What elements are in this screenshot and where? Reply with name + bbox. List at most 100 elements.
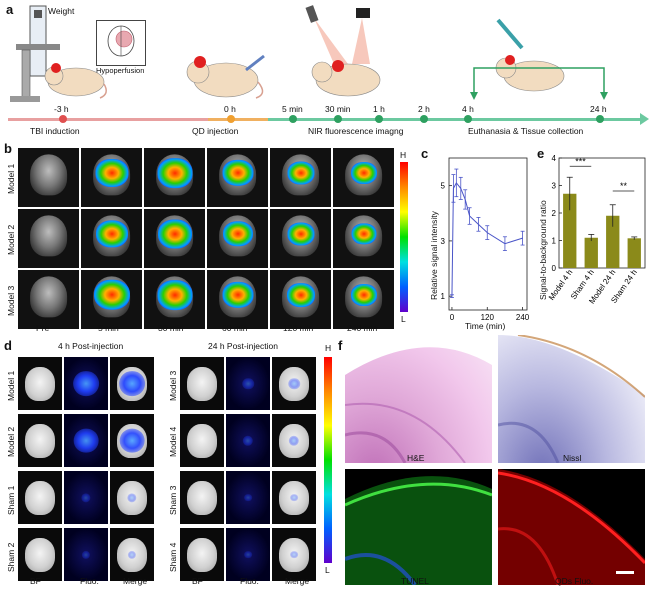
imaging-cell [144,148,205,207]
skull-diagram-icon [107,25,135,57]
fluorescence-signal [81,492,91,503]
fluorescence-signal [119,428,145,453]
imaging-cell [333,209,394,268]
stage-label: NIR fluorescence imagng [308,126,404,136]
fluorescence-signal [242,435,254,446]
ex-vivo-cell [64,357,108,410]
column-label: 120 min [283,323,314,333]
fluorescence-signal [350,283,377,306]
mouse-head [29,276,68,318]
timeline-dot [334,115,342,123]
fluorescence-signal [119,370,145,397]
column-label: Merge [285,576,310,586]
timeline-dot [227,115,235,123]
fluorescence-signal [350,161,377,184]
panel-label-a: a [6,2,14,17]
colorbar [400,162,408,312]
panel-d: d 4 h Post-injection 24 h Post-injection… [0,335,335,590]
fluorescence-signal [222,159,253,186]
imaging-cell [207,148,268,207]
x-tick-label: 0 [450,313,455,322]
panel-e: e 0 1 2 3 4 Model 4 h Sham 4 h Model 24 h Sham 2… [535,140,650,335]
timeline-dot [420,115,428,123]
y-tick-label: 3 [552,182,557,191]
fluorescence-signal [95,158,128,187]
timeline-bar [8,118,644,121]
ex-vivo-cell [272,471,316,524]
fluorescence-signal [288,377,300,390]
bar [627,238,641,268]
fluorescence-signal [222,281,253,308]
fluorescence-signal [244,550,252,559]
timeline-dot [375,115,383,123]
imaging-cell [270,270,331,329]
stage-label: Euthanasia & Tissue collection [468,126,584,136]
rat-qd-injection-icon [186,54,265,99]
imaging-cell [18,209,79,268]
fluorescence-signal [73,428,99,453]
row-label: Model 3 [168,370,178,401]
panel-label-b: b [4,141,12,156]
fluorescence-signal [351,223,376,245]
ex-vivo-cell [110,414,154,467]
brain-tissue [25,366,55,401]
brain-tissue [25,423,55,458]
colorbar-high-label: H [400,150,407,160]
rat-nir-imaging-icon [305,5,381,97]
x-tick-label: 240 [516,313,530,322]
he-tissue-contour [345,335,492,463]
y-tick-label: 1 [441,292,446,301]
hypoperfusion-label: Hypoperfusion [96,66,145,75]
bar [584,237,598,268]
imaging-cell [333,148,394,207]
brain-tissue [187,366,217,401]
imaging-cell [144,209,205,268]
brain-tissue [187,480,217,515]
scale-bar [616,571,634,574]
mouse-head [29,215,68,257]
imaging-cell [207,270,268,329]
x-tick-label: 120 [481,313,495,322]
y-tick-label: 0 [552,264,557,273]
weight-label: Weight [48,6,75,16]
colorbar [324,357,332,563]
brain-tissue [117,480,147,515]
column-label: 60 min [222,323,248,333]
brain-tissue [279,480,309,515]
imaging-cell [270,148,331,207]
rat-tbi-icon [44,63,107,99]
y-tick-label: 4 [552,154,557,163]
timeline-dot [596,115,604,123]
imaging-cell [144,270,205,329]
timeline-dot [59,115,67,123]
he-stain-image [345,335,492,463]
significance-label: *** [575,156,586,166]
imaging-cell [81,270,142,329]
fluorescence-signal [157,279,192,310]
fluorescence-signal [157,157,192,188]
ex-vivo-cell [18,528,62,581]
panel-b: b Model 1 Model 2 Model 3 Pre 5 min 30 m… [0,140,415,335]
ex-vivo-cell [110,528,154,581]
row-label: Model 1 [6,370,16,401]
brain-tissue [187,423,217,458]
weight-drop-apparatus [10,5,60,102]
row-label: Model 2 [6,426,16,457]
row-label: Model 1 [6,163,16,194]
ex-vivo-cell [226,471,270,524]
panel-c: c 1 3 5 0 120 240 Relative signal intensity T… [415,140,535,335]
stain-label: H&E [407,453,425,463]
hypoperfusion-inset [96,20,146,66]
row-label: Sham 3 [168,485,178,515]
imaging-cell [333,270,394,329]
tunel-stain-image [345,469,492,585]
mouse-head [29,154,68,196]
fluorescence-signal [287,222,314,246]
ex-vivo-cell [64,414,108,467]
fluorescence-signal [244,493,252,502]
brain-tissue [25,537,55,572]
timeline-tick: 4 h [462,104,474,114]
row-label: Sham 4 [168,542,178,572]
series-line [451,181,523,297]
brain-tissue [25,480,55,515]
